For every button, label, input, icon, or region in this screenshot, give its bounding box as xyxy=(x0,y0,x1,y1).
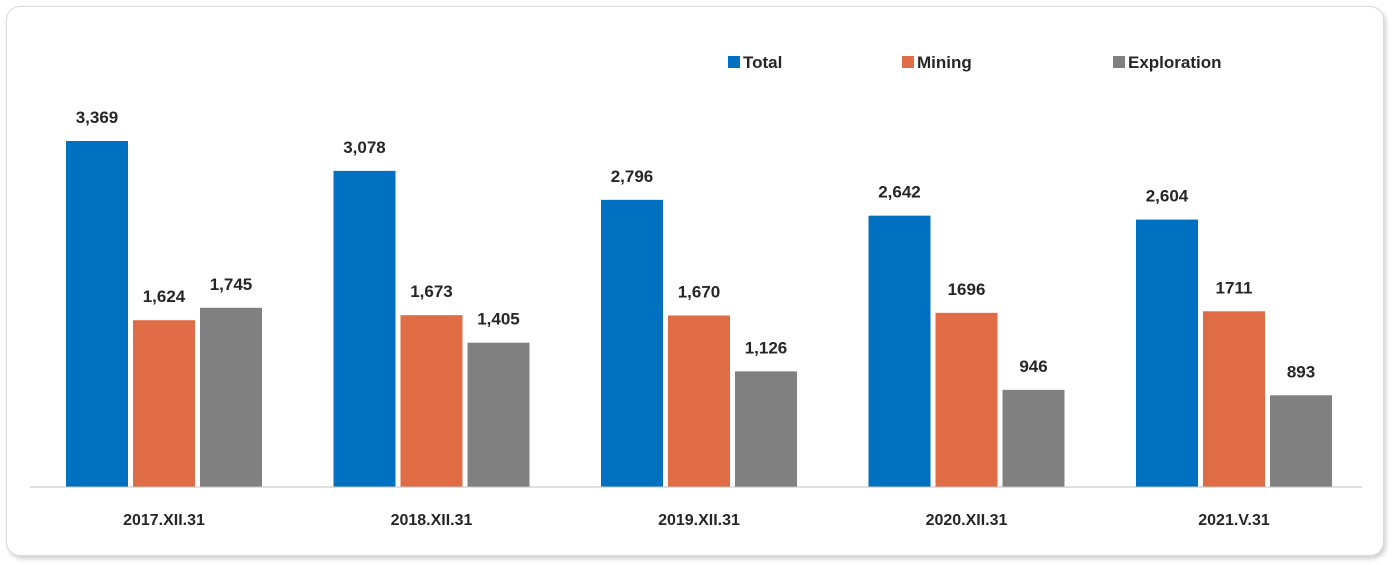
data-label-total-2021-v-31: 2,604 xyxy=(1146,187,1189,206)
data-label-total-2019-xii-31: 2,796 xyxy=(611,167,654,186)
bar-mining-2021-v-31 xyxy=(1203,311,1265,487)
legend-swatch-mining xyxy=(902,56,914,68)
data-label-mining-2018-xii-31: 1,673 xyxy=(410,282,453,301)
bar-mining-2017-xii-31 xyxy=(133,320,195,487)
data-label-total-2018-xii-31: 3,078 xyxy=(343,138,386,157)
data-label-exploration-2019-xii-31: 1,126 xyxy=(745,338,788,357)
bar-exploration-2021-v-31 xyxy=(1270,395,1332,487)
legend-label-exploration: Exploration xyxy=(1128,53,1222,72)
x-tick-labels-group: 2017.XII.31 2018.XII.31 2019.XII.31 2020.XI… xyxy=(123,512,1270,529)
data-label-exploration-2017-xii-31: 1,745 xyxy=(210,275,253,294)
bar-exploration-2019-xii-31 xyxy=(735,371,797,487)
x-tick-label: 2020.XII.31 xyxy=(926,512,1008,529)
bar-exploration-2020-xii-31 xyxy=(1002,389,1065,487)
data-label-mining-2017-xii-31: 1,624 xyxy=(143,287,186,306)
legend-label-mining: Mining xyxy=(917,53,972,72)
x-tick-label: 2017.XII.31 xyxy=(123,512,205,529)
data-label-exploration-2020-xii-31: 946 xyxy=(1019,357,1047,376)
bar-total-2019-xii-31 xyxy=(601,199,663,488)
legend: Total Mining Exploration xyxy=(728,53,1222,72)
data-label-total-2020-xii-31: 2,642 xyxy=(878,183,921,202)
legend-swatch-total xyxy=(728,56,740,68)
bar-exploration-2017-xii-31 xyxy=(200,307,262,487)
data-label-exploration-2018-xii-31: 1,405 xyxy=(477,310,520,329)
x-tick-label: 2018.XII.31 xyxy=(391,512,473,529)
data-label-mining-2019-xii-31: 1,670 xyxy=(678,282,721,301)
bar-total-2017-xii-31 xyxy=(66,141,128,487)
legend-swatch-exploration xyxy=(1113,56,1125,68)
legend-label-total: Total xyxy=(743,53,782,72)
bar-mining-2020-xii-31 xyxy=(935,312,998,487)
data-labels-group: 3,369 1,624 1,745 3,078 1,673 1,405 2,796 1,670… xyxy=(76,108,1315,381)
bar-exploration-2018-xii-31 xyxy=(467,342,530,487)
bar-mining-2019-xii-31 xyxy=(668,315,730,487)
bars-group xyxy=(66,141,1332,488)
bar-total-2018-xii-31 xyxy=(333,170,396,487)
data-label-total-2017-xii-31: 3,369 xyxy=(76,108,119,127)
x-tick-label: 2021.V.31 xyxy=(1198,512,1270,529)
data-label-mining-2020-xii-31: 1696 xyxy=(948,280,986,299)
data-label-exploration-2021-v-31: 893 xyxy=(1287,362,1315,381)
bar-total-2021-v-31 xyxy=(1136,219,1198,487)
data-label-mining-2021-v-31: 1711 xyxy=(1216,278,1253,297)
x-tick-label: 2019.XII.31 xyxy=(658,512,740,529)
bar-total-2020-xii-31 xyxy=(868,215,931,487)
bar-mining-2018-xii-31 xyxy=(400,315,463,487)
